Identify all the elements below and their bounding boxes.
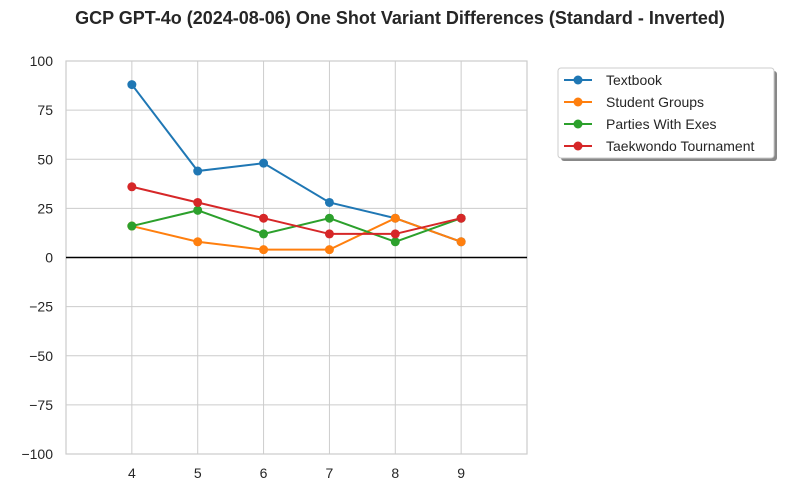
legend-label: Student Groups [606, 94, 704, 110]
data-point [324, 245, 334, 255]
legend-box [557, 67, 775, 159]
data-point [193, 166, 203, 176]
data-point [390, 229, 400, 239]
series-line [131, 83, 462, 243]
data-point [127, 182, 137, 192]
data-point [127, 80, 137, 90]
data-point [193, 205, 203, 215]
data-point [127, 221, 137, 231]
data-point [324, 229, 334, 239]
x-tick-label: 5 [194, 465, 202, 481]
legend-marker [573, 141, 583, 151]
data-point [259, 245, 269, 255]
data-point [324, 197, 334, 207]
legend-marker [573, 119, 583, 129]
data-point [456, 237, 466, 247]
data-point [390, 213, 400, 223]
legend-marker [573, 97, 583, 107]
x-tick-label: 8 [391, 465, 399, 481]
legend-label: Textbook [606, 72, 663, 88]
chart-title: GCP GPT-4o (2024-08-06) One Shot Variant… [75, 8, 725, 28]
y-tick-label: 75 [37, 102, 53, 118]
data-point [193, 197, 203, 207]
legend: Textbook Student Groups Parties With Exes T… [557, 67, 777, 161]
x-tick-label: 7 [326, 465, 334, 481]
y-tick-label: 100 [30, 53, 54, 69]
data-point [193, 237, 203, 247]
x-tick-label: 6 [260, 465, 268, 481]
y-tick-label: −25 [29, 299, 53, 315]
legend-label: Parties With Exes [606, 116, 716, 132]
data-point [456, 213, 466, 223]
data-point [259, 229, 269, 239]
data-point [324, 213, 334, 223]
axes: 100 75 50 25 0 −25 −50 −75 −100 4 5 6 7 8 9 [21, 53, 528, 481]
data-point [259, 158, 269, 168]
y-tick-label: 0 [45, 250, 53, 266]
x-tick-label: 4 [128, 465, 136, 481]
y-tick-label: −75 [29, 397, 53, 413]
series-line [131, 217, 462, 251]
x-tick-label: 9 [457, 465, 465, 481]
legend-marker [573, 75, 583, 85]
y-tick-label: 50 [37, 151, 53, 167]
y-tick-label: −50 [29, 348, 53, 364]
data-point [259, 213, 269, 223]
y-tick-label: −100 [21, 446, 53, 462]
y-tick-label: 25 [37, 200, 53, 216]
series-group [127, 80, 466, 255]
series-line [131, 185, 462, 235]
legend-label: Taekwondo Tournament [606, 138, 755, 154]
data-point [390, 237, 400, 247]
